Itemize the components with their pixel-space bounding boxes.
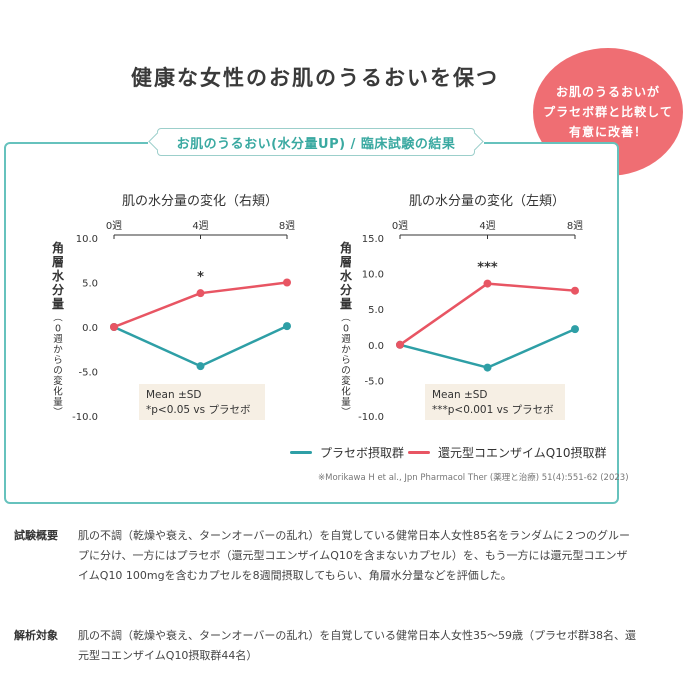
- y-tick-label: 10.0: [76, 234, 98, 245]
- y-axis-label-char: （: [339, 312, 351, 322]
- data-point: [571, 286, 579, 295]
- y-axis-label-char: 量: [52, 297, 64, 311]
- y-tick-label: 5.0: [82, 279, 98, 290]
- note-label: 試験概要: [14, 529, 58, 542]
- y-axis-label-char: 0: [55, 324, 61, 335]
- note-text: 肌の不調（乾燥や衰え、ターンオーバーの乱れ）を自覚している健常日本人女性35～5…: [78, 629, 636, 662]
- citation: ※Morikawa H et al., Jpn Pharmacol Ther (…: [318, 473, 629, 483]
- y-axis-label-char: 変: [341, 375, 351, 387]
- stats-box: [139, 384, 265, 420]
- y-tick-label: 0.0: [82, 323, 98, 334]
- y-axis-label-char: 化: [53, 386, 63, 398]
- y-axis-label-char: 化: [341, 386, 351, 398]
- legend-q10-swatch: [408, 451, 430, 454]
- data-point: [283, 322, 291, 331]
- series-line: [113, 281, 288, 329]
- y-tick-label: -10.0: [72, 412, 98, 423]
- stats-box-line: *p<0.05 vs プラセボ: [146, 404, 250, 416]
- y-axis-label-char: 0: [343, 324, 349, 335]
- results-panel: [4, 142, 619, 504]
- bubble-line-2: プラセボ群と比較して: [543, 105, 673, 119]
- data-point: [396, 340, 404, 349]
- y-axis-label-char: 量: [53, 397, 63, 408]
- legend-placebo-label: プラセボ摂取群: [320, 446, 405, 460]
- y-axis-label-char: 水: [340, 268, 353, 283]
- legend-q10: 還元型コエンザイムQ10摂取群: [408, 444, 606, 461]
- y-axis-label-char: の: [341, 366, 351, 377]
- data-point: [283, 278, 291, 287]
- y-tick-label: 10.0: [362, 270, 384, 281]
- chart-title: 肌の水分量の変化（右頬）: [122, 193, 278, 209]
- x-tick-label: 8週: [279, 220, 295, 232]
- y-axis-label-char: の: [53, 366, 63, 377]
- y-tick-label: 5.0: [368, 305, 384, 316]
- y-axis-label-char: ら: [53, 355, 63, 366]
- y-axis-label-char: ら: [341, 355, 351, 366]
- bubble-line-3: 有意に改善！: [568, 125, 647, 139]
- y-axis-label-char: 層: [52, 255, 64, 269]
- data-point: [196, 362, 205, 371]
- y-axis-label-char: 量: [341, 397, 351, 408]
- y-axis-label-char: ）: [51, 407, 63, 417]
- legend-placebo: プラセボ摂取群: [290, 444, 404, 461]
- y-axis-label-char: 水: [52, 268, 65, 283]
- data-point: [196, 289, 205, 298]
- note-text: 肌の不調（乾燥や衰え、ターンオーバーの乱れ）を自覚している健常日本人女性85名を…: [78, 529, 631, 582]
- data-point: [483, 279, 492, 288]
- stats-box-line: ***p<0.001 vs プラセボ: [432, 404, 554, 416]
- y-tick-label: -5.0: [78, 368, 98, 379]
- significance-marker: *: [197, 270, 204, 285]
- data-point: [110, 323, 118, 331]
- series-line: [399, 327, 576, 369]
- panel-heading-tab: お肌のうるおい(水分量UP) / 臨床試験の結果: [148, 127, 484, 157]
- stats-box: [425, 384, 565, 420]
- panel-heading-frame: お肌のうるおい(水分量UP) / 臨床試験の結果: [157, 128, 475, 156]
- legend-placebo-swatch: [290, 451, 312, 454]
- data-point: [483, 363, 492, 372]
- y-axis-label-char: ）: [339, 407, 351, 417]
- x-tick-label: 8週: [567, 220, 583, 232]
- y-axis-label-char: （: [51, 312, 63, 322]
- y-tick-label: 15.0: [362, 234, 384, 245]
- note-label: 解析対象: [14, 629, 58, 642]
- y-tick-label: -5.0: [364, 376, 384, 387]
- page-title: 健康な女性のお肌のうるおいを保つ: [131, 66, 499, 90]
- y-axis-label-char: 分: [52, 282, 64, 297]
- y-axis-label-char: か: [53, 345, 63, 356]
- panel-heading: お肌のうるおい(水分量UP) / 臨床試験の結果: [176, 136, 456, 152]
- chart-title: 肌の水分量の変化（左頬）: [409, 193, 565, 209]
- y-axis-label-char: 週: [341, 333, 351, 345]
- series-line: [399, 282, 576, 346]
- y-axis-label-char: 角: [52, 240, 64, 255]
- stats-box-line: Mean ±SD: [146, 389, 202, 401]
- y-axis-label-char: 角: [340, 240, 352, 255]
- y-axis-label-char: 週: [53, 333, 63, 345]
- significance-marker: ***: [477, 261, 498, 276]
- y-axis-label-char: か: [341, 345, 351, 356]
- y-axis-label-char: 変: [53, 375, 63, 387]
- legend-q10-label: 還元型コエンザイムQ10摂取群: [438, 446, 607, 460]
- data-point: [571, 325, 579, 334]
- x-tick-label: 0週: [392, 220, 408, 232]
- x-tick-label: 4週: [192, 220, 208, 232]
- y-axis-label-char: 分: [340, 282, 352, 297]
- y-axis-label-char: 層: [340, 255, 352, 269]
- y-tick-label: -10.0: [358, 412, 384, 423]
- stats-box-line: Mean ±SD: [432, 389, 488, 401]
- x-tick-label: 0週: [106, 220, 122, 232]
- series-line: [113, 324, 288, 368]
- y-axis-label-char: 量: [340, 297, 352, 311]
- x-tick-label: 4週: [479, 220, 495, 232]
- y-tick-label: 0.0: [368, 341, 384, 352]
- bubble-line-1: お肌のうるおいが: [555, 85, 660, 99]
